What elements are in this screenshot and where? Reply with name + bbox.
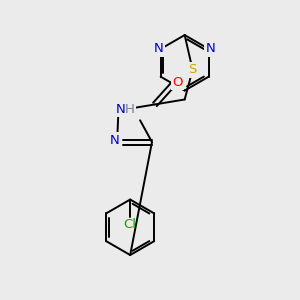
Text: S: S [188,63,197,76]
Text: O: O [172,76,183,89]
Text: Cl: Cl [124,218,137,231]
Text: N: N [116,103,125,116]
Text: N: N [110,134,119,147]
Text: N: N [154,42,164,56]
Text: N: N [206,42,216,56]
Text: H: H [125,103,135,116]
